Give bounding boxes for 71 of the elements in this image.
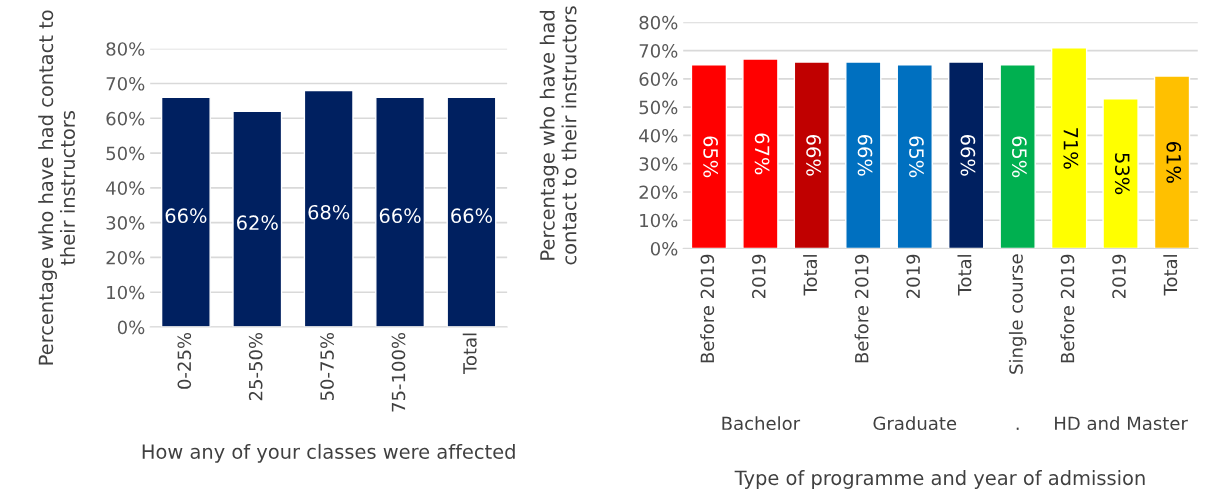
- bar: [303, 89, 354, 328]
- data-label: 65%: [1012, 136, 1027, 178]
- bar: [1102, 97, 1139, 249]
- x-tick-label: Total: [803, 255, 818, 296]
- y-tick-label: 40%: [639, 128, 678, 143]
- bar: [160, 96, 211, 328]
- y-tick-label: 20%: [639, 185, 678, 200]
- x-tick-label: 25-50%: [248, 332, 263, 401]
- x-tick-label: Total: [1163, 255, 1178, 296]
- y-tick-label: 20%: [106, 250, 145, 265]
- x-tick-label: Before 2019: [854, 254, 869, 363]
- y-tick-label: 50%: [639, 100, 678, 115]
- text: HD and Master: [1055, 416, 1188, 431]
- bar: [232, 110, 283, 328]
- text: Bachelor: [722, 416, 801, 431]
- data-label: 66%: [379, 208, 421, 224]
- bar: [446, 96, 497, 328]
- text: Graduate: [873, 416, 957, 431]
- y-axis-title: Percentage who have had contact to their instructors: [539, 6, 577, 265]
- x-axis-title: How any of your classes were affected: [142, 443, 515, 463]
- y-tick-label: 0%: [650, 241, 678, 256]
- data-label: 71%: [1063, 128, 1079, 169]
- x-tick-label: Total: [957, 255, 972, 296]
- x-tick-label: Before 2019: [1060, 254, 1075, 363]
- x-tick-label: 2019: [906, 254, 920, 298]
- data-label: 53%: [1114, 153, 1130, 195]
- y-tick-label: 80%: [106, 42, 145, 56]
- bar: [742, 58, 779, 249]
- y-tick-label: 70%: [639, 44, 678, 58]
- data-label: 62%: [237, 215, 278, 231]
- data-label: 66%: [960, 134, 976, 176]
- y-tick-label: 50%: [106, 146, 145, 161]
- x-tick-label: 2019: [1112, 254, 1126, 298]
- data-label: 66%: [165, 208, 207, 224]
- data-label: 61%: [1166, 142, 1182, 183]
- x-tick-label: Total: [462, 333, 477, 375]
- x-tick-label: 0-25%: [177, 332, 192, 389]
- y-tick-label: 60%: [106, 111, 145, 126]
- data-label: 66%: [857, 134, 873, 176]
- bar: [1153, 75, 1191, 249]
- y-tick-label: 70%: [106, 76, 145, 91]
- data-label: 65%: [703, 136, 718, 178]
- data-label: 66%: [806, 134, 821, 176]
- y-tick-label: 60%: [639, 72, 678, 87]
- x-tick-label: 2019: [751, 254, 766, 298]
- data-label: 68%: [308, 204, 350, 220]
- text: .: [1016, 427, 1019, 430]
- y-tick-label: 80%: [639, 15, 678, 30]
- y-tick-label: 30%: [639, 157, 678, 171]
- bar: [896, 64, 933, 249]
- y-tick-label: 10%: [107, 285, 145, 300]
- y-tick-label: 10%: [640, 213, 678, 228]
- x-tick-label: 50-75%: [320, 332, 334, 401]
- data-label: 67%: [754, 133, 770, 175]
- bar: [793, 61, 831, 249]
- bar: [690, 64, 728, 249]
- data-label: 66%: [451, 208, 493, 224]
- x-tick-label: Before 2019: [700, 254, 715, 363]
- x-tick-label: 75-100%: [391, 332, 406, 412]
- y-tick-label: 40%: [106, 181, 145, 195]
- x-axis-title: Type of programme and year of admission: [734, 470, 1145, 489]
- bar: [999, 64, 1036, 249]
- bar: [375, 96, 426, 328]
- bar: [948, 61, 985, 249]
- bar: [845, 61, 882, 249]
- y-axis-title: Percentage who have had contact to their instructors: [38, 10, 76, 365]
- x-tick-label: Single course: [1008, 254, 1027, 374]
- y-tick-label: 30%: [106, 216, 145, 230]
- y-tick-label: 0%: [117, 320, 145, 335]
- bar: [1050, 47, 1088, 249]
- data-label: 65%: [909, 136, 924, 178]
